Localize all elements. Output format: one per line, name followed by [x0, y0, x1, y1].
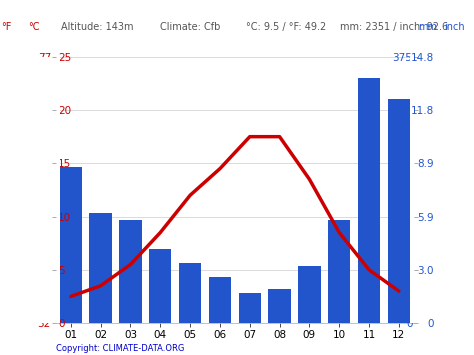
Bar: [60, 167, 82, 323]
Text: Climate: Cfb: Climate: Cfb: [160, 22, 220, 32]
Bar: [209, 277, 231, 323]
Text: °F: °F: [1, 22, 12, 32]
Bar: [328, 220, 350, 323]
Bar: [388, 99, 410, 323]
Bar: [268, 289, 291, 323]
Bar: [358, 78, 380, 323]
Bar: [238, 293, 261, 323]
Text: mm: 2351 / inch: 92.6: mm: 2351 / inch: 92.6: [340, 22, 448, 32]
Text: Altitude: 143m: Altitude: 143m: [61, 22, 133, 32]
Bar: [298, 266, 320, 323]
Text: °C: °C: [28, 22, 40, 32]
Bar: [90, 213, 112, 323]
Bar: [119, 220, 142, 323]
Bar: [149, 248, 172, 323]
Text: °C: 9.5 / °F: 49.2: °C: 9.5 / °F: 49.2: [246, 22, 326, 32]
Text: inch: inch: [445, 22, 465, 32]
Text: Copyright: CLIMATE-DATA.ORG: Copyright: CLIMATE-DATA.ORG: [56, 344, 184, 353]
Bar: [179, 263, 201, 323]
Text: mm: mm: [419, 22, 438, 32]
